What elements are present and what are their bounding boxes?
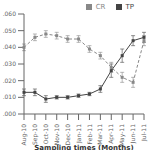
html-text:TP: TP: [125, 3, 134, 11]
svg-text:.040: .040: [8, 43, 16, 50]
svg-text:May-11: May-11: [118, 124, 126, 146]
html-text:CR: CR: [95, 3, 106, 11]
svg-text:Apr-11: Apr-11: [107, 124, 115, 144]
svg-text:Nov-10: Nov-10: [53, 124, 60, 146]
svg-text:Jun-11: Jun-11: [129, 124, 137, 144]
svg-text:Jul-11: Jul-11: [140, 124, 142, 142]
svg-text:Sampling times (Months): Sampling times (Months): [34, 144, 133, 150]
svg-text:Sep-10: Sep-10: [31, 124, 39, 145]
svg-text:.060: .060: [8, 10, 16, 17]
svg-text:Aug-10: Aug-10: [20, 124, 28, 146]
svg-text:Dec-10: Dec-10: [64, 124, 71, 146]
svg-text:Feb-11: Feb-11: [86, 124, 93, 145]
svg-text:Mar-11: Mar-11: [96, 124, 103, 145]
svg-text:.020: .020: [8, 77, 16, 84]
svg-text:Oct-10: Oct-10: [42, 124, 49, 144]
svg-text:.000: .000: [8, 110, 16, 117]
svg-text:.030: .030: [8, 60, 16, 67]
svg-text:Jan-11: Jan-11: [75, 124, 83, 144]
svg-text:.050: .050: [8, 27, 16, 34]
svg-text:.010: .010: [8, 93, 16, 100]
